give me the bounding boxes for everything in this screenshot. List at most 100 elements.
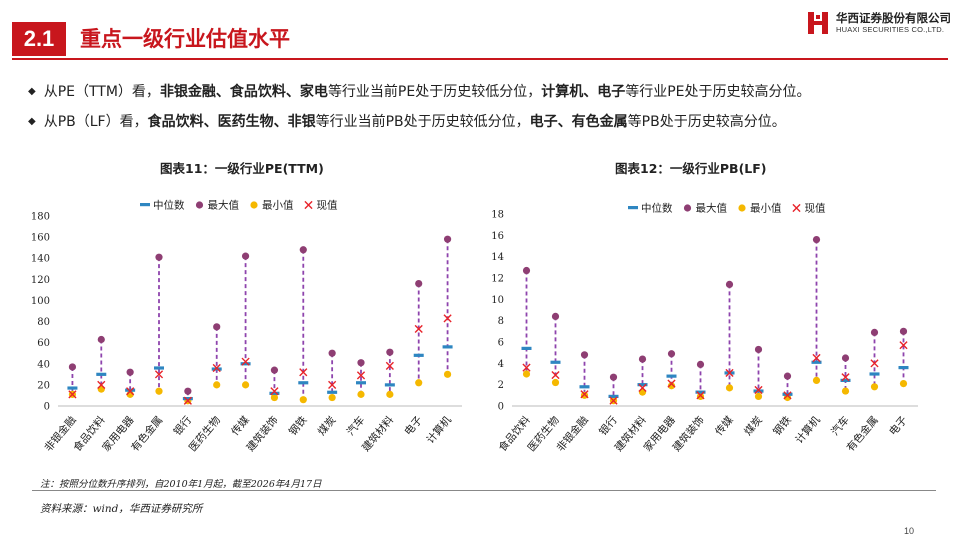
y-tick-label: 0 (498, 402, 504, 413)
y-tick-label: 12 (491, 274, 504, 285)
median-mark (125, 388, 136, 392)
min-point (357, 390, 365, 398)
legend-label: 最小值 (750, 202, 782, 215)
median-mark (695, 390, 706, 394)
max-point (783, 372, 792, 380)
max-point (899, 327, 908, 335)
chart-legend: 中位数 最大值 最小值 现值 (140, 199, 338, 212)
median-mark (182, 397, 193, 401)
legend-label: 最大值 (208, 199, 240, 212)
y-tick-label: 120 (31, 275, 50, 286)
y-tick-label: 180 (31, 212, 50, 223)
legend-current-swatch (304, 200, 313, 210)
median-mark (384, 383, 395, 387)
median-mark (240, 362, 251, 366)
max-point (667, 350, 676, 358)
x-category-label: 计算机 (793, 413, 824, 446)
max-point (609, 373, 618, 381)
current-point (754, 385, 763, 395)
logo-chinese-name: 华西证券股份有限公司 (836, 11, 951, 25)
x-category-label: 有色金属 (844, 414, 881, 455)
legend-label: 中位数 (153, 199, 185, 212)
median-mark (298, 381, 309, 385)
huaxi-logo-icon (806, 10, 830, 36)
current-point (609, 396, 618, 405)
current-point (870, 359, 879, 368)
median-mark (356, 381, 366, 385)
current-point (783, 391, 792, 400)
x-category-label: 建筑装饰 (244, 414, 281, 455)
min-point (812, 376, 821, 384)
current-point (97, 380, 106, 389)
title-underline (12, 58, 948, 60)
current-point (241, 357, 250, 366)
y-tick-label: 100 (31, 296, 50, 307)
y-tick-label: 6 (498, 338, 504, 349)
footer-divider (32, 490, 936, 491)
bullet-text-segment: 电子、有色金属 (529, 114, 628, 130)
x-category-label: 银行 (596, 413, 620, 438)
current-point (270, 387, 279, 396)
x-category-label: 电子 (402, 414, 425, 438)
min-point (415, 379, 423, 387)
min-point (841, 387, 850, 395)
median-mark (154, 366, 164, 370)
current-point (667, 379, 676, 388)
min-point (522, 370, 531, 378)
min-point (241, 381, 250, 389)
max-point (386, 348, 394, 356)
y-tick-label: 60 (37, 338, 50, 349)
max-point (328, 349, 336, 357)
y-tick-label: 10 (491, 295, 504, 306)
min-point (667, 382, 676, 390)
median-mark (666, 374, 677, 378)
min-point (580, 391, 589, 399)
y-tick-label: 18 (491, 210, 504, 221)
current-point (899, 341, 908, 350)
max-point (155, 253, 163, 261)
median-mark (521, 346, 532, 350)
current-point (812, 353, 821, 363)
y-tick-label: 8 (498, 316, 504, 327)
min-point (870, 383, 879, 391)
current-point (414, 324, 423, 334)
current-point (212, 363, 221, 373)
x-category-label: 建筑材料 (359, 413, 396, 454)
max-point (522, 266, 531, 275)
min-point (386, 390, 394, 398)
legend-label: 现值 (805, 202, 826, 215)
min-point (899, 380, 908, 388)
current-point (126, 387, 135, 396)
max-point (184, 387, 192, 395)
x-category-label: 汽车 (344, 414, 367, 438)
legend-label: 最大值 (696, 202, 728, 215)
data-source: 资料来源：wind，华西证券研究所 (40, 503, 203, 515)
x-category-label: 煤炭 (315, 413, 339, 438)
max-point (580, 351, 589, 359)
current-point (356, 371, 366, 380)
chart-pe: 020406080100120140160180非银金融食品饮料家用电器有色金属… (31, 199, 462, 455)
max-point (754, 345, 763, 354)
chart-legend: 中位数 最大值 最小值 现值 (628, 202, 826, 215)
section-number-badge: 2.1 (12, 22, 66, 56)
y-tick-label: 80 (37, 317, 50, 328)
x-category-label: 医药生物 (186, 414, 223, 455)
current-point (183, 396, 192, 405)
x-category-label: 建筑装饰 (670, 414, 707, 455)
max-point (812, 236, 821, 244)
current-point (725, 368, 734, 378)
x-category-label: 有色金属 (128, 414, 165, 455)
x-category-label: 计算机 (424, 413, 455, 446)
page-title: 重点一级行业估值水平 (80, 27, 290, 51)
chart-note: 注：按照分位数升序排列，自2010年1月起，截至2026年4月17日 (40, 479, 322, 490)
median-mark (869, 372, 880, 376)
x-category-label: 传媒 (712, 413, 736, 438)
median-mark (811, 360, 822, 364)
current-point (696, 391, 705, 400)
max-point (299, 246, 307, 254)
median-mark (269, 391, 280, 395)
y-tick-label: 0 (44, 402, 50, 413)
median-mark (898, 366, 909, 370)
x-category-label: 电子 (886, 414, 909, 438)
